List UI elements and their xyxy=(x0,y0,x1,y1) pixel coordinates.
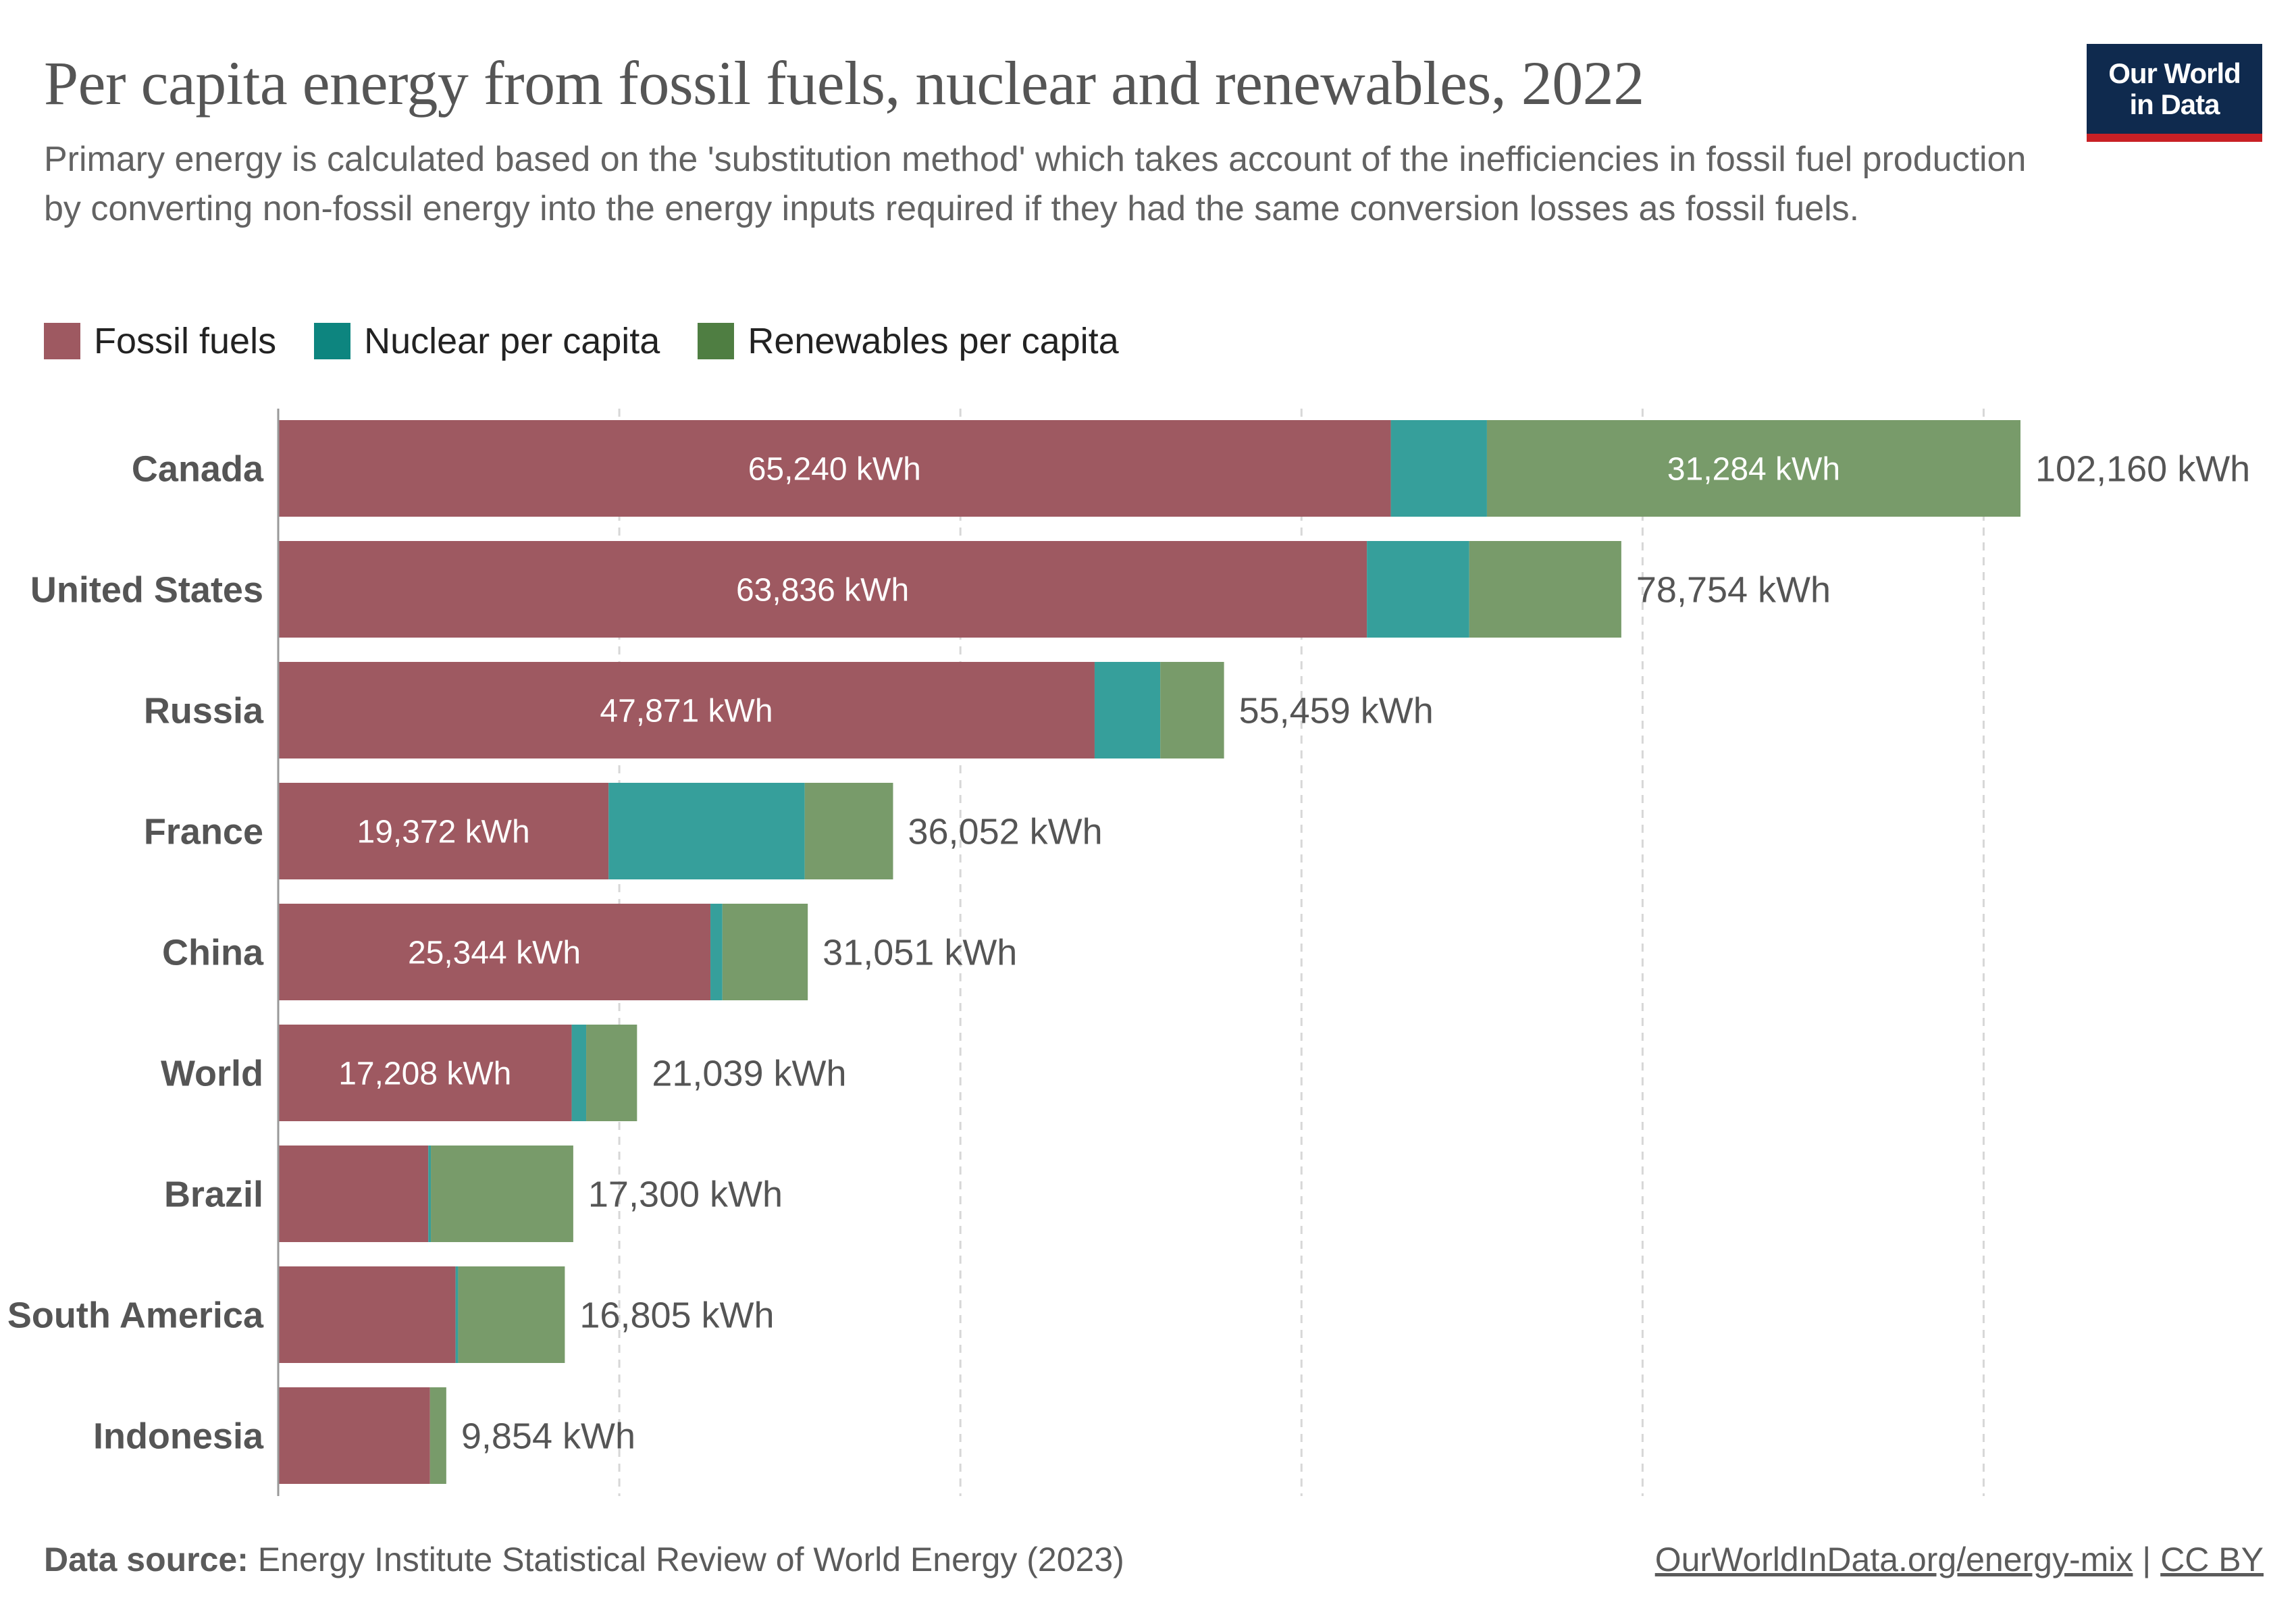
data-label-world-fossil-fuels: 17,208 kWh xyxy=(338,1056,511,1092)
data-label-canada-fossil-fuels: 65,240 kWh xyxy=(748,452,921,488)
category-label-indonesia: Indonesia xyxy=(93,1416,264,1457)
bar-united-states-fossil-fuels[interactable] xyxy=(278,541,1367,638)
total-label-france: 36,052 kWh xyxy=(908,812,1102,852)
category-label-canada: Canada xyxy=(132,449,264,490)
bar-brazil-renewables-per-capita[interactable] xyxy=(431,1146,573,1242)
bar-south-america-fossil-fuels[interactable] xyxy=(278,1266,456,1363)
category-label-china: China xyxy=(162,933,264,973)
data-source: Data source: Energy Institute Statistica… xyxy=(44,1540,1124,1579)
data-label-russia-fossil-fuels: 47,871 kWh xyxy=(600,694,773,729)
total-label-indonesia: 9,854 kWh xyxy=(461,1416,635,1457)
category-label-russia: Russia xyxy=(144,691,264,731)
data-label-china-fossil-fuels: 25,344 kWh xyxy=(408,935,581,971)
legend-item-nuclear[interactable]: Nuclear per capita xyxy=(314,320,660,362)
bar-france-renewables-per-capita[interactable] xyxy=(804,783,893,879)
bars xyxy=(278,420,2020,1484)
total-label-united-states: 78,754 kWh xyxy=(1636,570,1831,611)
bar-china-fossil-fuels[interactable] xyxy=(278,904,711,1000)
bar-world-fossil-fuels[interactable] xyxy=(278,1025,572,1121)
bar-united-states-nuclear-per-capita[interactable] xyxy=(1367,541,1469,638)
bar-south-america-nuclear-per-capita[interactable] xyxy=(455,1266,459,1363)
data-label-canada-renewables-per-capita: 31,284 kWh xyxy=(1667,452,1840,488)
data-label-united-states-fossil-fuels: 63,836 kWh xyxy=(736,573,909,609)
bar-france-fossil-fuels[interactable] xyxy=(278,783,609,879)
total-label-russia: 55,459 kWh xyxy=(1239,691,1434,731)
data-source-label: Data source: xyxy=(44,1541,249,1578)
category-label-france: France xyxy=(144,812,263,852)
total-label-china: 31,051 kWh xyxy=(823,933,1017,973)
chart-subtitle: Primary energy is calculated based on th… xyxy=(44,140,2027,228)
bar-france-nuclear-per-capita[interactable] xyxy=(608,783,805,879)
legend-label-nuclear: Nuclear per capita xyxy=(364,321,660,361)
bar-russia-renewables-per-capita[interactable] xyxy=(1160,662,1224,758)
legend-swatch-renewables xyxy=(698,323,735,359)
license-link[interactable]: CC BY xyxy=(2160,1541,2264,1578)
logo-line-2: in Data xyxy=(2129,88,2220,120)
total-label-south-america: 16,805 kWh xyxy=(579,1295,774,1336)
footer-links: OurWorldInData.org/energy-mix | CC BY xyxy=(1655,1540,2264,1579)
logo-line-1: Our World xyxy=(2108,57,2241,89)
footer-separator: | xyxy=(2142,1541,2151,1578)
bar-brazil-nuclear-per-capita[interactable] xyxy=(428,1146,432,1242)
bar-china-renewables-per-capita[interactable] xyxy=(722,904,808,1000)
legend-item-renewables[interactable]: Renewables per capita xyxy=(698,320,1119,362)
source-link[interactable]: OurWorldInData.org/energy-mix xyxy=(1654,1541,2133,1578)
bar-russia-fossil-fuels[interactable] xyxy=(278,662,1095,758)
bar-russia-nuclear-per-capita[interactable] xyxy=(1094,662,1161,758)
legend-swatch-fossil xyxy=(44,323,80,359)
bar-indonesia-fossil-fuels[interactable] xyxy=(278,1387,430,1484)
category-label-world: World xyxy=(161,1054,263,1094)
legend: Fossil fuels Nuclear per capita Renewabl… xyxy=(44,317,1157,365)
bar-south-america-renewables-per-capita[interactable] xyxy=(458,1266,565,1363)
total-label-canada: 102,160 kWh xyxy=(2035,449,2250,490)
total-label-brazil: 17,300 kWh xyxy=(588,1175,783,1215)
bar-canada-renewables-per-capita[interactable] xyxy=(1486,420,2020,517)
bar-world-nuclear-per-capita[interactable] xyxy=(571,1025,587,1121)
bar-canada-nuclear-per-capita[interactable] xyxy=(1390,420,1487,517)
chart-title: Per capita energy from fossil fuels, nuc… xyxy=(44,49,1644,118)
category-label-united-states: United States xyxy=(30,570,263,611)
legend-swatch-nuclear xyxy=(314,323,351,359)
bar-indonesia-renewables-per-capita[interactable] xyxy=(429,1387,446,1484)
bar-china-nuclear-per-capita[interactable] xyxy=(710,904,723,1000)
bar-canada-fossil-fuels[interactable] xyxy=(278,420,1391,517)
data-label-france-fossil-fuels: 19,372 kWh xyxy=(357,815,530,850)
category-label-south-america: South America xyxy=(7,1295,264,1336)
total-label-world: 21,039 kWh xyxy=(652,1054,846,1094)
labels: Canada 65,240 kWh 31,284 kWh 102,160 kWh Uni… xyxy=(7,449,2250,1457)
bar-united-states-renewables-per-capita[interactable] xyxy=(1469,541,1621,638)
category-label-brazil: Brazil xyxy=(164,1175,263,1215)
data-source-text: Energy Institute Statistical Review of W… xyxy=(257,1541,1124,1578)
bar-chart: Canada 65,240 kWh 31,284 kWh 102,160 kWh Uni… xyxy=(7,409,2250,1496)
owid-logo[interactable]: Our World in Data xyxy=(2087,44,2262,142)
legend-label-renewables: Renewables per capita xyxy=(748,321,1119,361)
legend-item-fossil[interactable]: Fossil fuels xyxy=(44,320,276,362)
bar-world-renewables-per-capita[interactable] xyxy=(586,1025,637,1121)
legend-label-fossil: Fossil fuels xyxy=(94,321,277,361)
bar-brazil-fossil-fuels[interactable] xyxy=(278,1146,429,1242)
